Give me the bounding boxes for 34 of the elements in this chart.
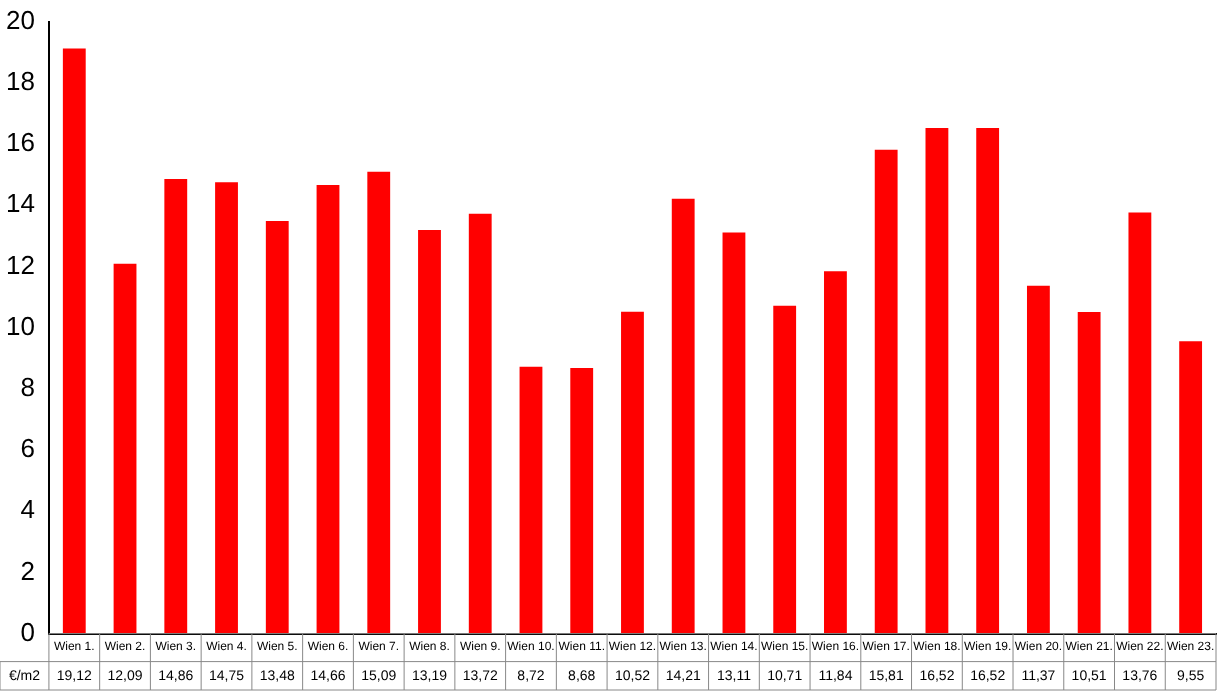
y-tick-label: 14 xyxy=(5,188,35,219)
bar xyxy=(773,305,797,634)
y-tick-label: 8 xyxy=(20,371,35,402)
bar xyxy=(519,366,543,634)
bar xyxy=(316,185,340,634)
y-tick-label: 10 xyxy=(5,310,35,341)
bar xyxy=(976,128,1000,634)
bar xyxy=(468,213,492,634)
bar xyxy=(265,221,289,634)
bar xyxy=(62,48,86,634)
y-tick-label: 20 xyxy=(5,4,35,35)
y-tick-label: 6 xyxy=(20,433,35,464)
bar xyxy=(1077,311,1101,634)
bar xyxy=(1026,285,1050,634)
y-tick-label: 12 xyxy=(5,249,35,280)
bar xyxy=(621,311,644,634)
bar xyxy=(570,367,594,634)
bar xyxy=(113,263,137,634)
bar xyxy=(367,171,391,634)
bar xyxy=(925,128,949,634)
bar xyxy=(671,198,695,634)
bar xyxy=(722,232,746,634)
bar xyxy=(164,178,188,634)
y-tick-label: 16 xyxy=(5,127,35,158)
y-tick-label: 18 xyxy=(5,65,35,96)
bar xyxy=(824,271,847,634)
bar xyxy=(1128,212,1152,634)
bar xyxy=(1179,341,1203,634)
bar xyxy=(215,182,238,634)
bar xyxy=(418,229,441,634)
y-tick-label: 4 xyxy=(20,494,35,525)
bar xyxy=(874,149,898,634)
y-tick-label: 2 xyxy=(20,555,35,586)
y-tick-label: 0 xyxy=(20,616,35,647)
